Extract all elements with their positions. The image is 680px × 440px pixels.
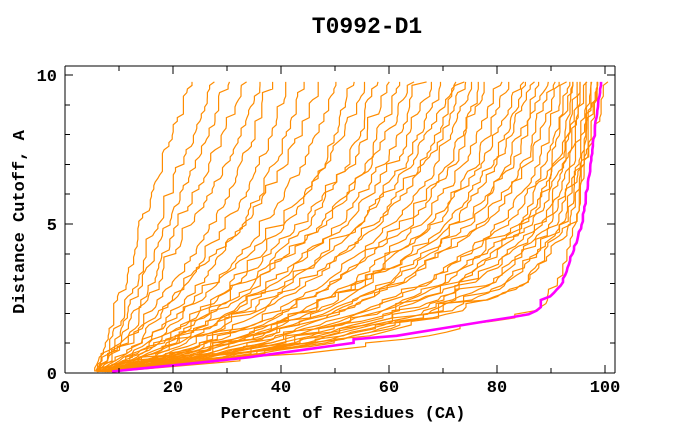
model-curve	[106, 81, 527, 373]
model-curve	[99, 81, 390, 372]
y-tick-label: 0	[47, 366, 57, 385]
model-curve	[107, 81, 571, 373]
model-curve	[97, 81, 581, 373]
x-tick-label: 20	[163, 379, 183, 398]
model-curve	[97, 81, 467, 373]
model-curve	[103, 81, 465, 373]
model-curve	[111, 81, 598, 373]
x-axis-label: Percent of Residues (CA)	[221, 405, 466, 424]
x-tick-label: 0	[60, 379, 70, 398]
highlight-curve	[111, 81, 603, 373]
model-curve	[107, 81, 556, 373]
model-curve	[94, 81, 215, 372]
y-tick-label: 5	[47, 217, 57, 236]
model-curve	[95, 81, 231, 372]
tick-label-layer: 0 20 40 60 80 100 0 5 10	[37, 68, 621, 398]
model-curve	[99, 81, 337, 372]
model-curve	[108, 81, 588, 373]
x-tick-label: 60	[379, 379, 399, 398]
model-curve	[97, 81, 247, 372]
model-curve	[98, 81, 287, 372]
curves-layer	[94, 81, 609, 373]
model-curve	[102, 81, 457, 373]
model-curve	[103, 81, 485, 372]
model-curve	[107, 81, 540, 373]
model-curve	[97, 81, 432, 373]
model-curve	[99, 81, 366, 372]
chart-title: T0992-D1	[312, 14, 422, 40]
model-curve	[104, 81, 525, 373]
y-tick-label: 10	[37, 68, 57, 87]
model-curve	[97, 81, 560, 373]
model-curve	[95, 81, 319, 372]
model-curve	[107, 81, 574, 373]
x-tick-label: 40	[271, 379, 291, 398]
model-curve	[105, 81, 510, 373]
model-curve	[105, 81, 549, 372]
model-curve	[104, 81, 479, 373]
y-axis-label: Distance Cutoff, A	[11, 129, 30, 313]
model-curve	[94, 81, 193, 372]
model-curve	[96, 81, 274, 372]
model-curve	[96, 81, 578, 372]
x-tick-label: 80	[487, 379, 507, 398]
model-curve	[101, 81, 415, 373]
axes-layer	[64, 65, 616, 374]
model-curve	[108, 81, 567, 373]
model-curve	[97, 81, 599, 373]
model-curve	[101, 81, 401, 373]
model-curve	[101, 81, 355, 373]
x-tick-label: 100	[590, 379, 621, 398]
model-curve	[101, 81, 379, 373]
model-curve	[109, 81, 592, 373]
model-curve	[97, 81, 261, 372]
